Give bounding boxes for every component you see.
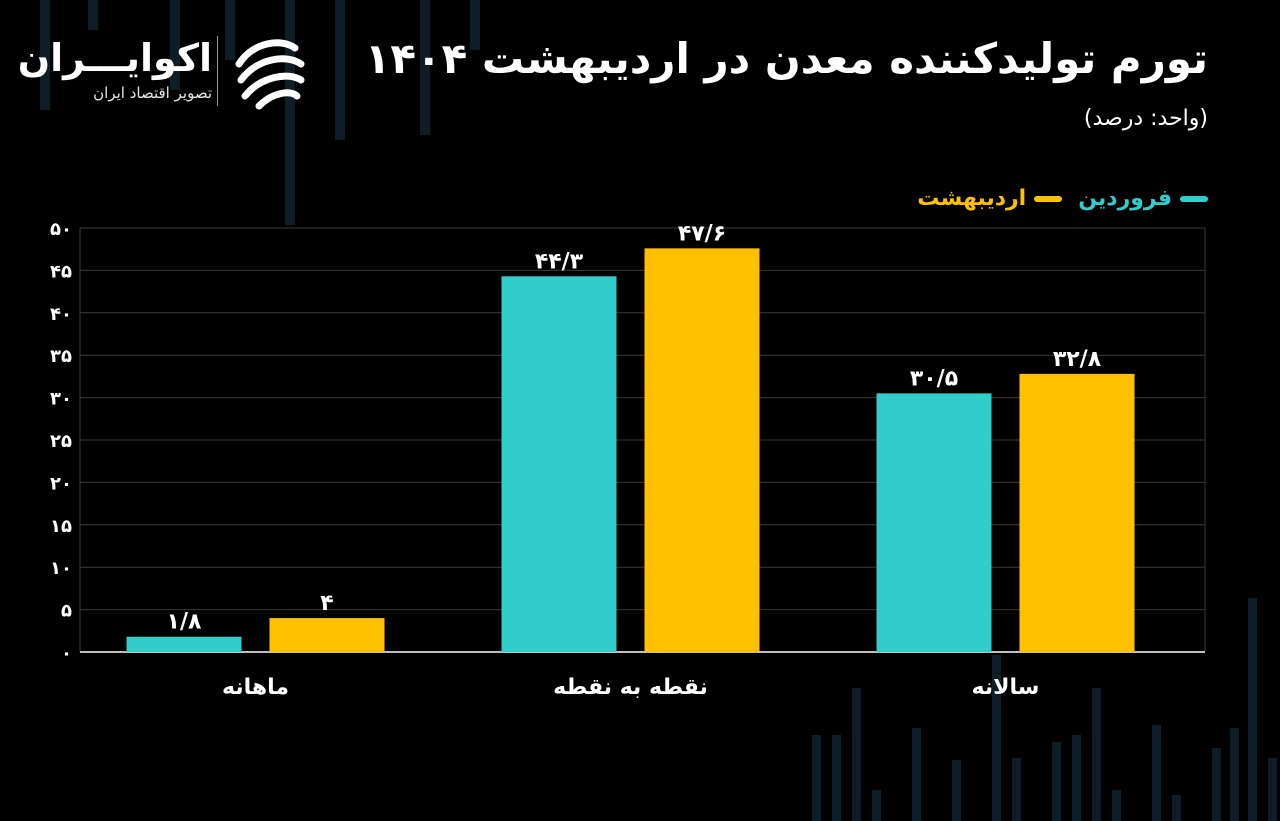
y-tick-label: ۰: [61, 643, 72, 664]
chart-title: تورم تولیدکننده معدن در اردیبهشت ۱۴۰۴: [364, 34, 1208, 83]
background-candle: [952, 760, 961, 821]
chart-legend: فروردین اردیبهشت: [917, 186, 1208, 211]
bar-series-1: [876, 393, 992, 652]
background-candle: [1248, 598, 1257, 821]
legend-swatch-series-2: [1034, 195, 1063, 202]
background-candle: [1172, 795, 1181, 821]
background-candle: [1012, 758, 1021, 821]
logo-mark-icon: [235, 39, 305, 110]
data-label: ۴: [320, 591, 333, 616]
x-tick-label: ماهانه: [222, 675, 289, 700]
y-tick-label: ۳۵: [50, 346, 72, 367]
background-candle: [1152, 725, 1161, 821]
background-candle: [832, 735, 841, 821]
brand-logo: اکوایـــران تصویر اقتصاد ایران: [18, 34, 320, 110]
background-candle: [1092, 688, 1101, 821]
y-tick-label: ۳۰: [50, 389, 72, 410]
background-candle: [40, 0, 50, 110]
legend-label-series-2: اردیبهشت: [917, 186, 1027, 211]
bar-series-2: [1019, 373, 1135, 652]
background-candle: [170, 0, 180, 90]
background-candle: [1052, 742, 1061, 821]
background-candle: [1072, 735, 1081, 821]
y-tick-label: ۵: [61, 601, 72, 622]
y-tick-label: ۲۵: [50, 431, 72, 452]
background-candle: [852, 688, 861, 821]
legend-label-series-1: فروردین: [1078, 186, 1172, 211]
legend-item-series-1: فروردین: [1078, 186, 1208, 211]
x-tick-label: نقطه به نقطه: [553, 675, 708, 700]
background-candle: [812, 735, 821, 821]
background-candle: [88, 0, 98, 30]
data-label: ۴۴/۳: [535, 249, 584, 274]
data-label: ۱/۸: [167, 610, 202, 635]
background-candle: [225, 0, 235, 60]
y-tick-label: ۴۰: [50, 304, 72, 325]
background-candle: [992, 655, 1001, 821]
bar-series-2: [269, 618, 385, 652]
unit-note: (واحد: درصد): [1083, 106, 1208, 131]
y-tick-label: ۵۰: [50, 219, 72, 240]
background-candle: [912, 728, 921, 821]
background-candle: [470, 0, 480, 50]
logo-divider: [217, 36, 218, 106]
logo-name: اکوایـــران: [17, 36, 212, 80]
background-candle: [872, 790, 881, 821]
bar-series-1: [501, 276, 617, 652]
background-candle: [1212, 748, 1221, 821]
x-tick-label: سالانه: [972, 675, 1040, 700]
background-candle: [1268, 758, 1277, 821]
background-candle: [335, 0, 345, 140]
data-label: ۴۷/۶: [678, 221, 726, 246]
legend-item-series-2: اردیبهشت: [917, 186, 1063, 211]
y-tick-label: ۱۰: [50, 558, 72, 579]
background-candle: [1112, 790, 1121, 821]
background-candle: [1230, 728, 1239, 821]
bar-series-2: [644, 248, 760, 653]
y-tick-label: ۲۰: [50, 473, 72, 494]
background-candle: [420, 0, 430, 135]
data-label: ۳۲/۸: [1053, 347, 1102, 372]
logo-tagline: تصویر اقتصاد ایران: [93, 84, 212, 102]
background-candle: [285, 0, 295, 225]
data-label: ۳۰/۵: [910, 366, 958, 391]
y-tick-label: ۱۵: [50, 516, 72, 537]
y-tick-label: ۴۵: [50, 261, 72, 282]
legend-swatch-series-1: [1180, 195, 1208, 202]
bar-series-1: [126, 636, 242, 652]
